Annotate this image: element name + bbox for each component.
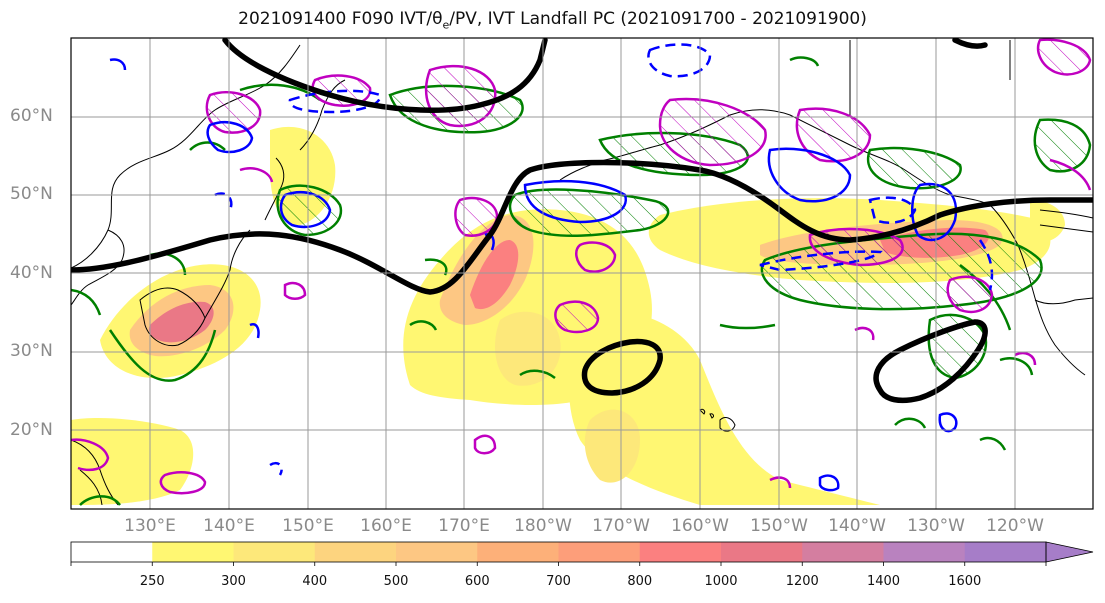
colorbar-label: 600	[464, 574, 490, 589]
lon-label-120w: 120°W	[986, 516, 1044, 536]
pv-positive-open	[71, 158, 1092, 495]
lat-label-30n: 30°N	[10, 341, 53, 361]
colorbar-label: 700	[546, 574, 571, 589]
colorbar-label: 1200	[785, 574, 819, 589]
lat-label-60n: 60°N	[10, 106, 53, 126]
colorbar	[70, 541, 1094, 566]
colorbar-cell	[314, 542, 397, 562]
colorbar-cell	[152, 542, 234, 562]
lon-label-170e: 170°E	[438, 516, 490, 536]
colorbar-cell	[477, 542, 559, 562]
colorbar-label: 1600	[948, 574, 982, 589]
lat-label-50n: 50°N	[10, 184, 53, 204]
lon-label-130e: 130°E	[124, 516, 176, 536]
lon-label-130w: 130°W	[907, 516, 965, 536]
colorbar-label: 300	[221, 574, 246, 589]
lon-label-160w: 160°W	[671, 516, 729, 536]
colorbar-label: 500	[383, 574, 409, 589]
colorbar-cell	[396, 542, 478, 562]
lon-label-170w: 170°W	[592, 516, 650, 536]
colorbar-cell	[71, 542, 153, 562]
gridlines	[71, 38, 1093, 509]
lon-label-180w: 180°W	[514, 516, 572, 536]
map-frame	[70, 37, 1094, 510]
lon-label-140w: 140°W	[828, 516, 886, 536]
lon-label-140e: 140°E	[203, 516, 255, 536]
colorbar-label: 1000	[704, 574, 738, 589]
lat-label-40n: 40°N	[10, 263, 53, 283]
colorbar-cell	[639, 542, 722, 562]
map-title: 2021091400 F090 IVT/θe/PV, IVT Landfall …	[238, 9, 867, 32]
ivt-landfall-contours	[71, 38, 1093, 404]
colorbar-cell	[233, 542, 316, 562]
lon-label-150w: 150°W	[750, 516, 808, 536]
colorbar-cell	[721, 542, 803, 562]
colorbar-label: 800	[627, 574, 653, 589]
colorbar-cell	[802, 542, 884, 562]
colorbar-cell	[558, 542, 641, 562]
colorbar-label: 250	[139, 574, 165, 589]
lon-label-160e: 160°E	[360, 516, 412, 536]
lon-label-150e: 150°E	[282, 516, 334, 536]
colorbar-cell	[964, 542, 1047, 562]
colorbar-label: 400	[302, 574, 328, 589]
colorbar-cell	[883, 542, 966, 562]
lat-label-20n: 20°N	[10, 420, 53, 440]
colorbar-label: 1400	[866, 574, 901, 589]
